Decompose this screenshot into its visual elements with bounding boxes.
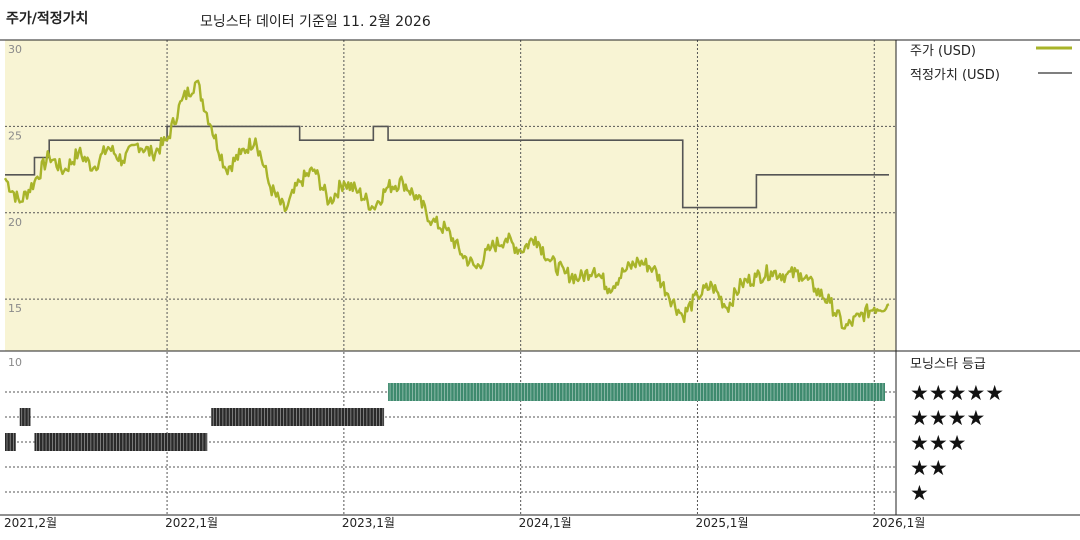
rating-bar-3-star [34,433,208,451]
x-tick-label: 2024,1월 [519,516,572,530]
gridlines [5,40,896,515]
rating-title: 모닝스타 등급 [910,357,986,372]
legend-price-label: 주가 (USD) [910,44,976,59]
x-tick-label: 2022,1월 [165,516,218,530]
data-source-note: 모닝스타 데이터 기준일 11. 2월 2026 [200,14,431,30]
rating-history-bars [5,383,885,451]
rating-label-1-star: ★ [910,481,929,505]
price-plot-area [5,40,896,351]
rating-label-3-star: ★★★ [910,431,966,455]
rating-axis-max-label: 10 [8,356,22,369]
rating-bar-3-star [5,433,16,451]
x-tick-label: 2023,1월 [342,516,395,530]
y-tick-label: 20 [8,216,22,229]
y-tick-label: 15 [8,302,22,315]
rating-bar-4-star [19,408,31,426]
rating-bar-4-star [211,408,385,426]
legend-fair-value-label: 적정가치 (USD) [910,68,1000,83]
price-line [3,79,890,330]
x-axis-ticks: 2021,2월 2022,1월 2023,1월 2024,1월 2025,1월 2026,… [4,516,925,530]
rating-label-5-star: ★★★★★ [910,381,1004,405]
y-axis-ticks: 15 20 25 30 [8,43,22,315]
y-tick-label: 25 [8,129,22,142]
x-tick-label: 2026,1월 [872,516,925,530]
x-tick-label: 2021,2월 [4,516,57,530]
chart-title: 주가/적정가치 [6,11,89,27]
rating-label-2-star: ★★ [910,456,948,480]
y-tick-label: 30 [8,43,22,56]
rating-bar-5-star [388,383,885,401]
rating-label-4-star: ★★★★ [910,406,985,430]
x-tick-label: 2025,1월 [695,516,748,530]
